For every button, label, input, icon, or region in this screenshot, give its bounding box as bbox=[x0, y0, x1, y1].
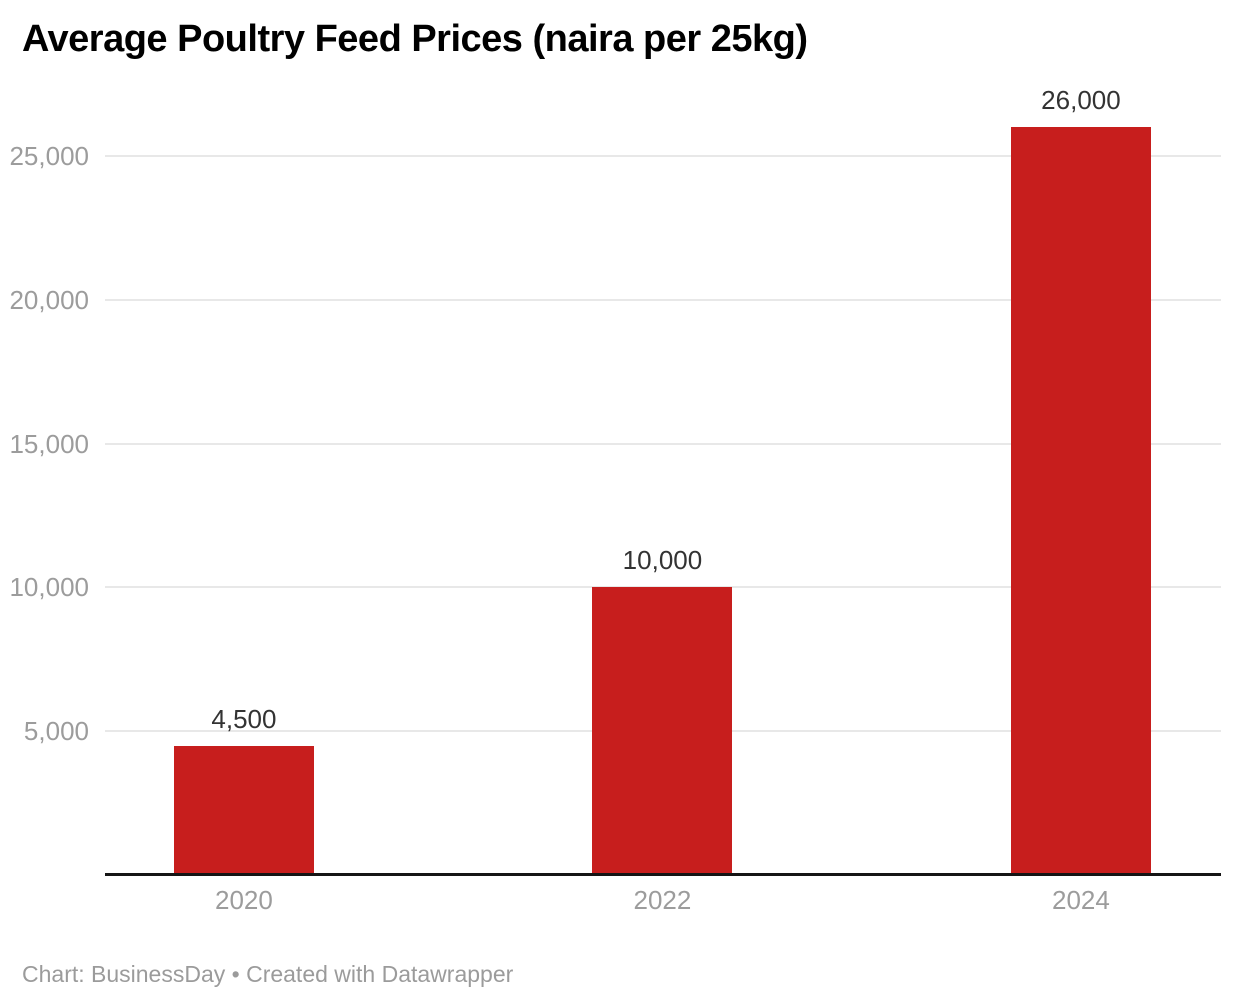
x-axis-tick-label: 2022 bbox=[633, 885, 692, 915]
bar-2022 bbox=[592, 587, 733, 875]
y-axis-tick-label: 20,000 bbox=[9, 284, 89, 315]
y-axis-tick-label: 15,000 bbox=[9, 428, 89, 459]
chart-title: Average Poultry Feed Prices (naira per 2… bbox=[22, 18, 808, 60]
x-axis-line bbox=[105, 873, 1221, 876]
chart-footer: Chart: BusinessDay • Created with Datawr… bbox=[22, 961, 514, 987]
gridline bbox=[105, 155, 1221, 158]
y-axis-tick-label: 5,000 bbox=[23, 716, 89, 747]
gridline bbox=[105, 298, 1221, 301]
bar-value-label: 4,500 bbox=[211, 703, 277, 734]
y-axis-tick-label: 25,000 bbox=[9, 141, 89, 172]
gridline bbox=[105, 442, 1221, 445]
y-axis-tick-label: 10,000 bbox=[9, 572, 89, 603]
plot-area: 5,000 10,000 15,000 20,000 25,000 4,500 2020 10… bbox=[9, 85, 1221, 915]
x-axis-tick-label: 2024 bbox=[1052, 885, 1110, 915]
bar-2024 bbox=[1010, 127, 1151, 875]
bar-value-label: 10,000 bbox=[622, 545, 703, 576]
bar-value-label: 26,000 bbox=[1041, 85, 1121, 116]
bar-2020 bbox=[173, 745, 314, 875]
x-axis-tick-label: 2020 bbox=[215, 885, 273, 915]
